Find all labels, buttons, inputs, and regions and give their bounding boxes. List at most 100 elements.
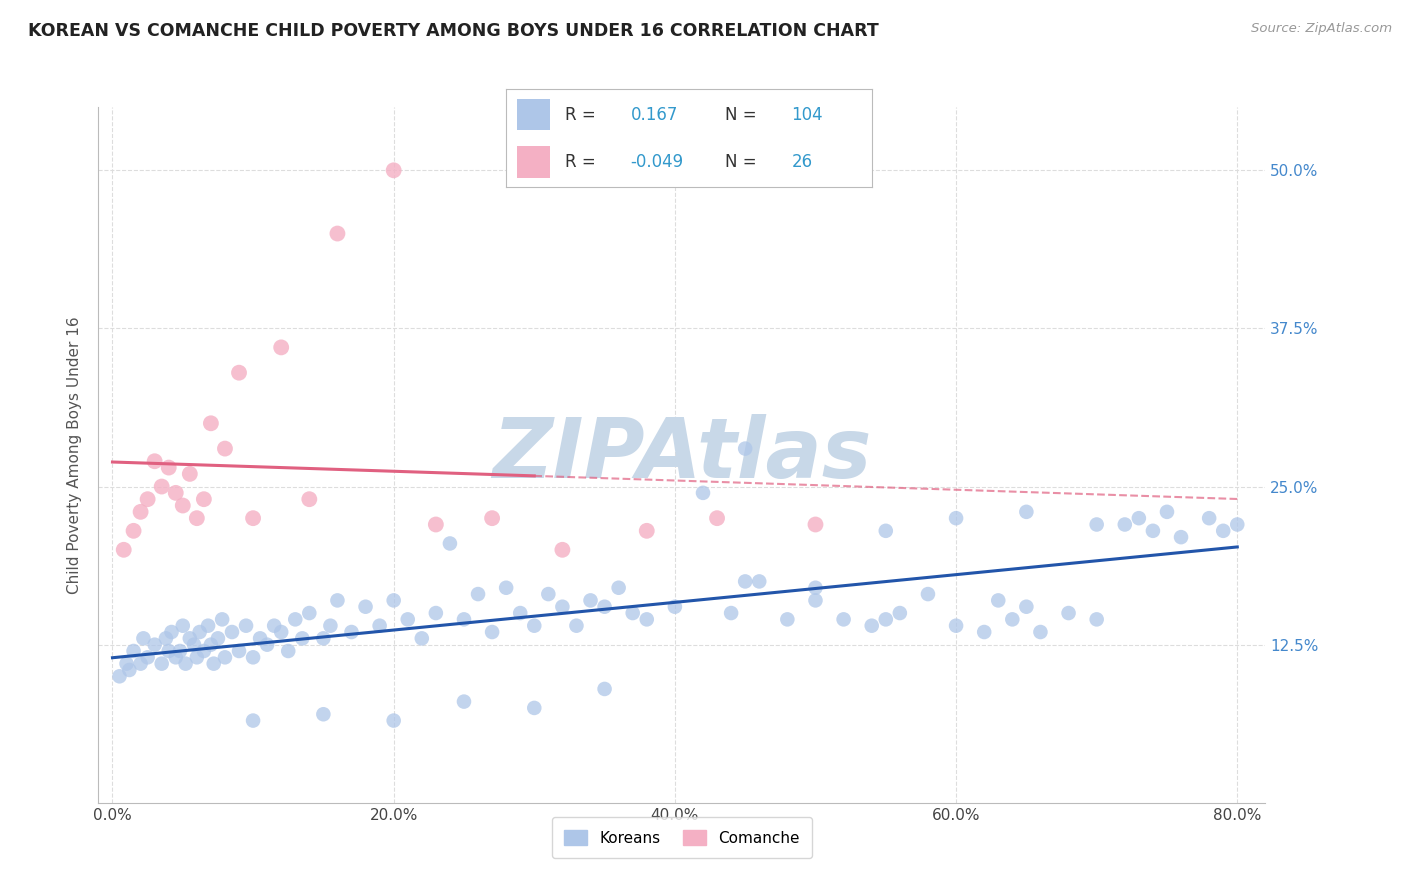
Point	[340, 625, 363, 640]
Point	[621, 606, 644, 620]
Point	[636, 524, 658, 538]
Point	[579, 593, 602, 607]
Point	[1114, 517, 1136, 532]
Point	[509, 606, 531, 620]
Point	[165, 650, 187, 665]
Point	[748, 574, 770, 589]
Point	[183, 638, 205, 652]
Point	[174, 657, 197, 671]
Point	[122, 524, 145, 538]
Point	[129, 657, 152, 671]
Point	[1226, 517, 1249, 532]
Point	[453, 612, 475, 626]
Legend: Koreans, Comanche: Koreans, Comanche	[551, 817, 813, 858]
Point	[987, 593, 1010, 607]
Point	[179, 632, 201, 646]
Point	[945, 618, 967, 632]
Point	[326, 593, 349, 607]
Point	[228, 366, 250, 380]
Text: -0.049: -0.049	[630, 153, 683, 170]
Point	[1198, 511, 1220, 525]
Point	[193, 644, 215, 658]
Point	[1128, 511, 1150, 525]
Point	[143, 454, 166, 468]
Point	[875, 612, 897, 626]
Point	[202, 657, 225, 671]
Point	[382, 163, 405, 178]
Text: N =: N =	[725, 106, 756, 124]
Point	[1156, 505, 1178, 519]
Point	[242, 511, 264, 525]
Point	[228, 644, 250, 658]
Point	[214, 442, 236, 456]
Point	[692, 486, 714, 500]
Point	[425, 606, 447, 620]
Point	[235, 618, 257, 632]
Point	[108, 669, 131, 683]
Text: KOREAN VS COMANCHE CHILD POVERTY AMONG BOYS UNDER 16 CORRELATION CHART: KOREAN VS COMANCHE CHILD POVERTY AMONG B…	[28, 22, 879, 40]
Point	[200, 417, 222, 431]
Point	[326, 227, 349, 241]
Text: R =: R =	[565, 106, 595, 124]
Point	[945, 511, 967, 525]
Point	[221, 625, 243, 640]
Point	[214, 650, 236, 665]
Text: 0.167: 0.167	[630, 106, 678, 124]
Point	[720, 606, 742, 620]
Point	[565, 618, 588, 632]
Point	[411, 632, 433, 646]
Point	[607, 581, 630, 595]
Point	[112, 542, 135, 557]
Point	[453, 695, 475, 709]
Point	[270, 340, 292, 354]
Point	[136, 650, 159, 665]
Point	[396, 612, 419, 626]
Point	[193, 492, 215, 507]
Point	[495, 581, 517, 595]
Point	[425, 517, 447, 532]
FancyBboxPatch shape	[517, 146, 550, 178]
Point	[832, 612, 855, 626]
Point	[200, 638, 222, 652]
Point	[875, 524, 897, 538]
Point	[481, 511, 503, 525]
Point	[284, 612, 307, 626]
Point	[368, 618, 391, 632]
Point	[136, 492, 159, 507]
Point	[1015, 505, 1038, 519]
Point	[382, 593, 405, 607]
Point	[256, 638, 278, 652]
Text: 104: 104	[792, 106, 823, 124]
Point	[270, 625, 292, 640]
Point	[150, 657, 173, 671]
Point	[1015, 599, 1038, 614]
Point	[593, 599, 616, 614]
Point	[1029, 625, 1052, 640]
Point	[1001, 612, 1024, 626]
Point	[150, 479, 173, 493]
Point	[143, 638, 166, 652]
Point	[551, 599, 574, 614]
Point	[537, 587, 560, 601]
Point	[1142, 524, 1164, 538]
Point	[706, 511, 728, 525]
Point	[298, 492, 321, 507]
Point	[889, 606, 911, 620]
Point	[160, 625, 183, 640]
Point	[1057, 606, 1080, 620]
Point	[263, 618, 285, 632]
Point	[172, 618, 194, 632]
Point	[186, 511, 208, 525]
FancyBboxPatch shape	[517, 99, 550, 130]
Y-axis label: Child Poverty Among Boys Under 16: Child Poverty Among Boys Under 16	[67, 316, 83, 594]
Point	[804, 581, 827, 595]
Point	[319, 618, 342, 632]
Point	[776, 612, 799, 626]
Point	[973, 625, 995, 640]
Point	[157, 460, 180, 475]
Point	[734, 442, 756, 456]
Point	[439, 536, 461, 550]
Point	[298, 606, 321, 620]
Point	[115, 657, 138, 671]
Point	[277, 644, 299, 658]
